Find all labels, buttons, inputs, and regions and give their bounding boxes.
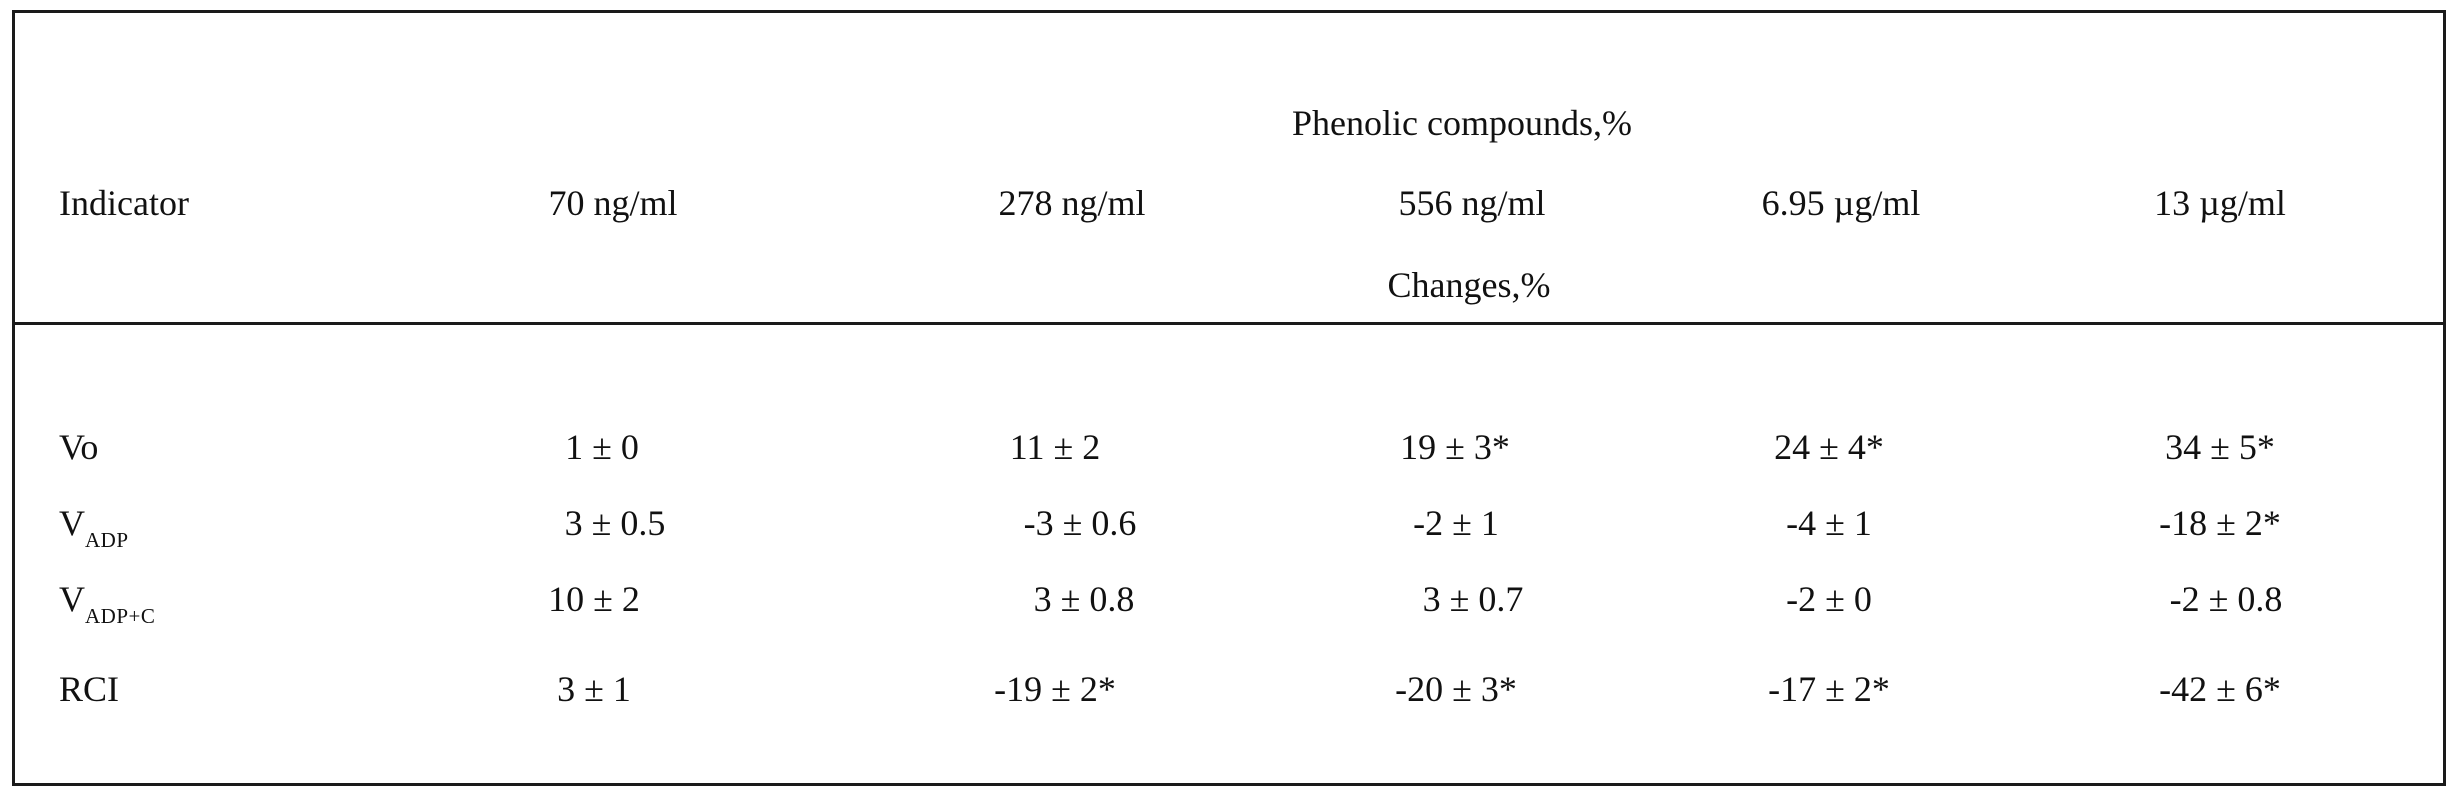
table-cell: 34 ± 5* xyxy=(2165,427,2275,467)
row-label: VADP xyxy=(59,503,129,552)
table-cell: -2 ± 1 xyxy=(1413,503,1499,543)
table-cell: -4 ± 1 xyxy=(1786,503,1872,543)
concentration-header: 556 ng/ml xyxy=(1398,183,1546,223)
concentration-header: 70 ng/ml xyxy=(548,183,678,223)
table-cell: 3 ± 0.5 xyxy=(564,503,666,543)
concentration-header: 13 µg/ml xyxy=(2154,183,2286,223)
row-label: Vo xyxy=(59,427,99,467)
table-cell: -2 ± 0.8 xyxy=(2169,579,2283,619)
table-cell: 3 ± 0.7 xyxy=(1422,579,1524,619)
table-cell: -20 ± 3* xyxy=(1395,669,1517,709)
table-cell: 1 ± 0 xyxy=(565,427,639,467)
group-header: Phenolic compounds,% xyxy=(1292,103,1632,143)
table-cell: 24 ± 4* xyxy=(1774,427,1884,467)
concentration-header: 6.95 µg/ml xyxy=(1761,183,1921,223)
row-label: RCI xyxy=(59,669,120,709)
table-cell: -19 ± 2* xyxy=(994,669,1116,709)
table-cell: 3 ± 1 xyxy=(557,669,631,709)
data-table: Phenolic compounds,% Indicator 70 ng/ml … xyxy=(12,10,2446,786)
changes-header: Changes,% xyxy=(1387,265,1551,305)
table-cell: -42 ± 6* xyxy=(2159,669,2281,709)
table-cell: 3 ± 0.8 xyxy=(1033,579,1135,619)
concentration-header: 278 ng/ml xyxy=(998,183,1146,223)
table-cell: 19 ± 3* xyxy=(1400,427,1510,467)
table-cell: 10 ± 2 xyxy=(548,579,640,619)
table-cell: 11 ± 2 xyxy=(1009,427,1101,467)
table-cell: -18 ± 2* xyxy=(2159,503,2281,543)
table-cell: -17 ± 2* xyxy=(1768,669,1890,709)
table-cell: -3 ± 0.6 xyxy=(1023,503,1137,543)
header-divider xyxy=(15,322,2443,325)
indicator-header: Indicator xyxy=(59,183,189,223)
row-label: VADP+C xyxy=(59,579,156,628)
table-cell: -2 ± 0 xyxy=(1786,579,1872,619)
